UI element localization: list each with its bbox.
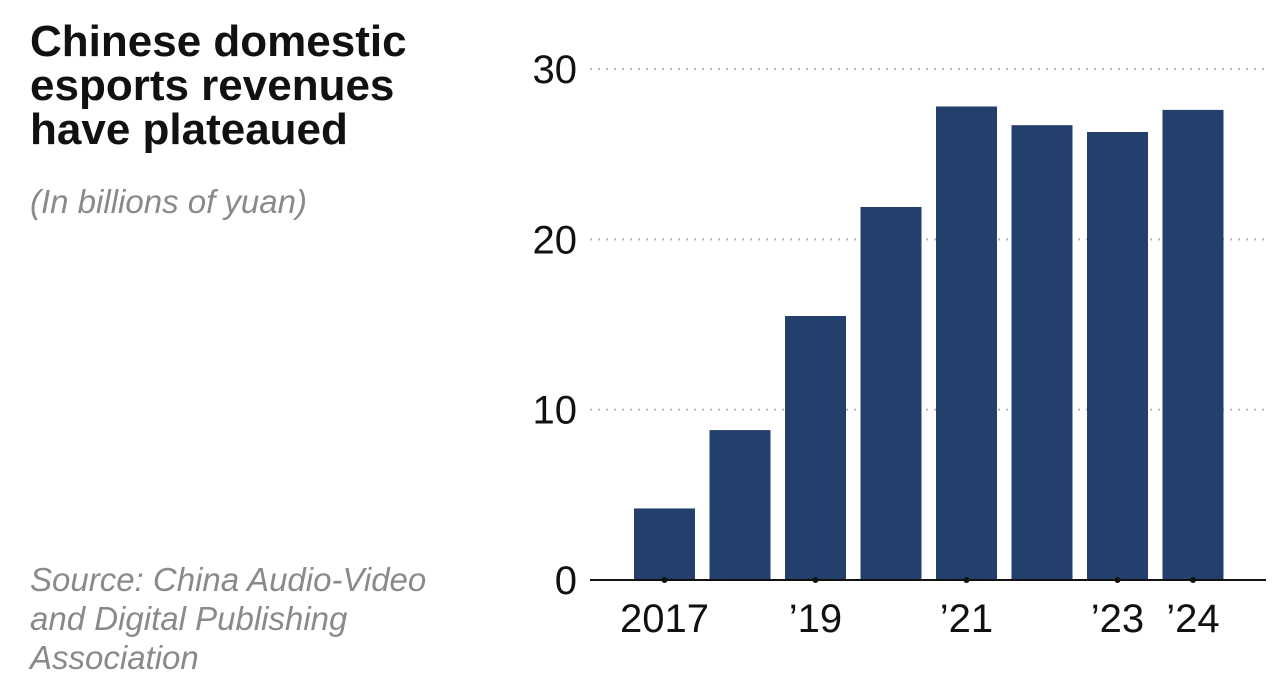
- source-line-1: Source: China Audio-Video: [30, 561, 427, 598]
- bar-2021: [936, 106, 997, 581]
- chart-title: Chinese domestic esports revenues have p…: [30, 20, 490, 152]
- x-tick-label: ’19: [789, 597, 842, 641]
- x-tick-label: ’23: [1091, 597, 1144, 641]
- source-line-2: and Digital Publishing: [30, 600, 348, 637]
- source-line-3: Association: [30, 639, 199, 676]
- x-tick-mark: [812, 577, 819, 583]
- y-tick-label: 0: [555, 559, 577, 603]
- bar-2018: [709, 430, 771, 580]
- x-axis: [590, 577, 1266, 583]
- y-axis-tick-labels: 0 10 20 30: [533, 48, 578, 603]
- x-tick-mark: [661, 577, 668, 583]
- x-tick-label: ’24: [1166, 597, 1219, 641]
- chart-title-line-1: Chinese domestic: [30, 17, 407, 66]
- bar-2022: [1011, 125, 1073, 581]
- y-tick-label: 20: [533, 218, 578, 262]
- chart-subtitle: (In billions of yuan): [30, 183, 307, 220]
- gridlines: [590, 68, 1266, 411]
- bars: [634, 106, 1224, 581]
- chart-title-line-3: have plateaued: [30, 105, 348, 154]
- x-tick-mark: [1114, 577, 1121, 583]
- bar-2020: [860, 206, 922, 580]
- x-tick-label: ’21: [940, 597, 993, 641]
- source-note: Source: China Audio-Video and Digital Pu…: [30, 560, 500, 677]
- chart-title-line-2: esports revenues: [30, 61, 395, 110]
- x-axis-tick-labels: 2017 ’19 ’21 ’23 ’24: [620, 597, 1220, 641]
- y-tick-label: 10: [533, 389, 578, 433]
- bar-2024: [1162, 109, 1224, 580]
- y-tick-label: 30: [533, 48, 578, 92]
- bar-2017: [634, 508, 695, 580]
- x-tick-mark: [963, 577, 970, 583]
- x-tick-label: 2017: [620, 597, 709, 641]
- bar-2023: [1087, 132, 1148, 581]
- x-tick-mark: [1190, 577, 1196, 583]
- bar-2019: [785, 315, 846, 580]
